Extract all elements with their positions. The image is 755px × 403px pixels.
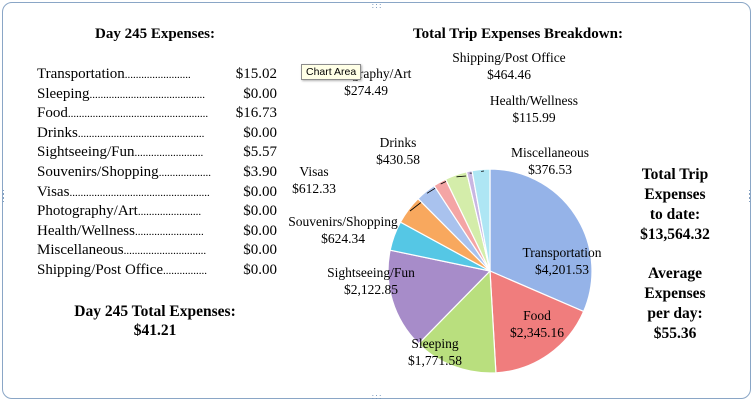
expense-row: Miscellaneous...........................… (37, 242, 277, 262)
slice-label-value: $2,122.85 (344, 282, 398, 297)
expense-label: Sleeping (37, 85, 90, 102)
expense-label: Visas (37, 183, 70, 200)
day-total-value: $41.21 (133, 322, 177, 339)
expense-label: Food (37, 105, 68, 122)
average-expenses: Average Expenses per day: $55.36 (610, 264, 740, 344)
expense-leader-dots: ........................................… (69, 186, 210, 199)
resize-handle-bottom[interactable]: ::: (371, 392, 383, 401)
expense-leader-dots: ........................ (124, 69, 191, 81)
expense-label: Sightseeing/Fun (37, 144, 135, 161)
total-trip-expenses: Total Trip Expenses to date: $13,564.32 (610, 165, 740, 245)
expense-row: Food....................................… (37, 105, 277, 125)
avg-label-line-3: per day: (647, 305, 703, 322)
slice-label-value: $115.99 (512, 110, 556, 125)
chart-title: Total Trip Expenses Breakdown: (413, 26, 623, 42)
slice-label-value: $274.49 (344, 83, 388, 98)
chart-area-tooltip: Chart Area (301, 64, 362, 80)
expense-leader-dots: ......................... (134, 147, 204, 160)
day-expenses-title: Day 245 Expenses: (94, 26, 215, 42)
expense-leader-dots: ....................... (137, 206, 202, 219)
avg-label-line-1: Average (648, 265, 702, 282)
expense-row: Health/Wellness.........................… (37, 223, 277, 243)
total-value: $13,564.32 (640, 226, 710, 243)
expense-value: $0.00 (243, 124, 277, 141)
expense-value: $5.57 (243, 144, 277, 161)
expense-row: Drinks..................................… (37, 125, 277, 145)
leader-line (456, 175, 467, 178)
expense-leader-dots: ................... (158, 166, 211, 179)
expense-row: Sightseeing/Fun.........................… (37, 144, 277, 164)
expense-value: $0.00 (243, 183, 277, 200)
slice-label-name: Visas (299, 164, 328, 179)
expense-leader-dots: ........................................… (67, 108, 209, 121)
total-label-line-1: Total Trip (641, 166, 709, 183)
avg-value: $55.36 (653, 325, 697, 342)
expense-row: Shipping/Post Office................ $0.0… (37, 262, 277, 282)
expense-row: Souvenirs/Shopping................... $3.… (37, 164, 277, 184)
resize-handle-top[interactable]: ::: (371, 1, 383, 10)
expense-leader-dots: ................ (162, 264, 207, 277)
expense-value: $0.00 (243, 85, 277, 102)
expense-leader-dots: ......................... (134, 225, 204, 238)
expense-leader-dots: .............................. (123, 245, 207, 258)
slice-label-name: Drinks (380, 135, 417, 150)
day-total-label: Day 245 Total Expenses: (74, 303, 236, 320)
pie-slice-food[interactable] (489, 270, 585, 374)
slice-label-value: $4,201.53 (535, 262, 589, 277)
slice-label-value: $1,771.58 (408, 353, 462, 368)
leader-line (440, 180, 448, 185)
total-label-line-3: to date: (649, 206, 701, 223)
expense-value: $3.90 (243, 163, 277, 180)
resize-handle-right[interactable]: ::: (748, 187, 751, 204)
slice-label-name: Shipping/Post Office (452, 50, 565, 65)
slice-label-name: Miscellaneous (511, 145, 589, 160)
avg-label-line-2: Expenses (644, 285, 706, 302)
expense-label: Photography/Art (37, 203, 138, 220)
total-label-line-2: Expenses (644, 186, 706, 203)
slice-label-value: $612.33 (292, 181, 336, 196)
slice-label-name: Sleeping (411, 336, 458, 351)
slice-label-name: Souvenirs/Shopping (288, 214, 398, 229)
expense-value: $0.00 (243, 222, 277, 239)
slice-label-value: $376.53 (528, 162, 572, 177)
expense-value: $0.00 (243, 203, 277, 220)
expense-value: $0.00 (243, 261, 277, 278)
slice-label-name: Health/Wellness (490, 93, 578, 108)
expense-value: $16.73 (235, 105, 277, 122)
expense-row: Visas...................................… (37, 184, 277, 204)
day-total: Day 245 Total Expenses: $41.21 (40, 302, 270, 340)
pie-slice-transportation[interactable] (489, 168, 593, 313)
expense-value: $15.02 (235, 66, 277, 82)
expense-value: $0.00 (243, 242, 277, 259)
slice-label-name: Sightseeing/Fun (327, 265, 415, 280)
slice-label-value: $624.34 (321, 231, 365, 246)
expense-label: Shipping/Post Office (37, 261, 163, 278)
pie-slice-miscellaneous[interactable] (471, 168, 491, 272)
expense-leader-dots: ........................................… (77, 127, 205, 140)
expense-label: Transportation (37, 66, 125, 82)
slice-label-value: $430.58 (376, 152, 420, 167)
expense-row: Transportation........................ $1… (37, 66, 277, 86)
expense-row: Photography/Art....................... $0… (37, 203, 277, 223)
expense-leader-dots: ........................................… (89, 88, 206, 101)
day-expense-list: Transportation........................ $1… (37, 66, 277, 282)
expense-label: Drinks (37, 124, 78, 141)
chart-frame[interactable] (2, 2, 751, 399)
expense-label: Health/Wellness (37, 222, 135, 239)
slice-label-value: $2,345.16 (510, 325, 564, 340)
slice-label-name: Food (523, 308, 551, 323)
expense-row: Sleeping................................… (37, 86, 277, 106)
expense-label: Souvenirs/Shopping (37, 163, 159, 180)
resize-handle-left[interactable]: ::: (2, 187, 5, 204)
slice-label-value: $464.46 (487, 67, 531, 82)
pie-slice-sleeping[interactable] (417, 269, 497, 374)
expense-label: Miscellaneous (37, 242, 124, 259)
slice-label-name: Transportation (522, 245, 601, 260)
pie-slice-sightseeing-fun[interactable] (387, 249, 492, 345)
